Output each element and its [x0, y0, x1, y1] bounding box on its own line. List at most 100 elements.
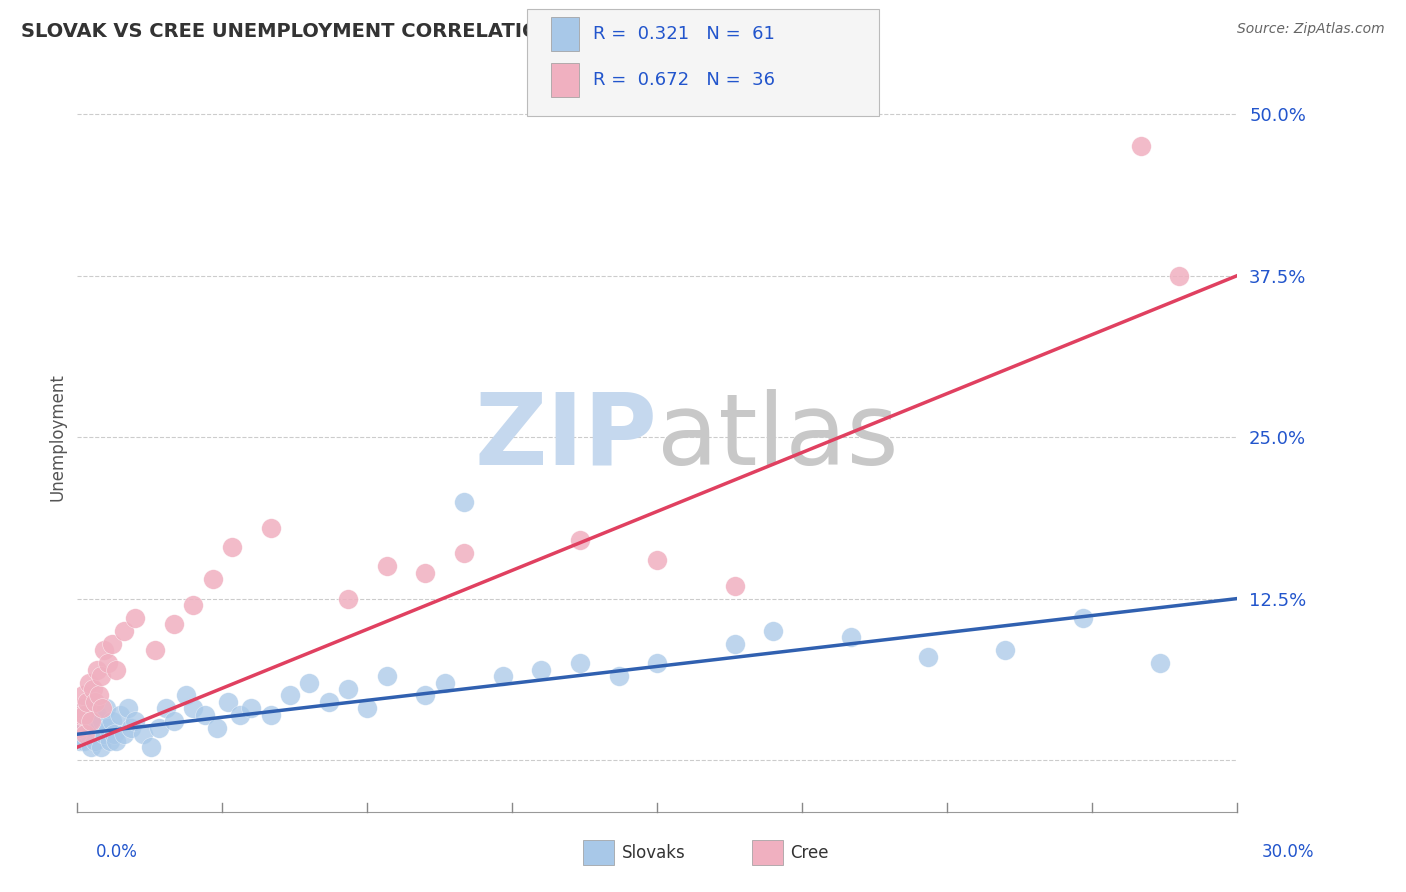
Point [80, 740, 103, 755]
Point [201, 572, 224, 586]
Point [143, 643, 166, 657]
Point [75, 727, 96, 741]
Point [453, 546, 475, 560]
Point [994, 643, 1017, 657]
Point [375, 669, 398, 683]
Point [67, 727, 90, 741]
Point [240, 701, 263, 715]
Text: Source: ZipAtlas.com: Source: ZipAtlas.com [1237, 22, 1385, 37]
Point [163, 617, 186, 632]
Point [87, 721, 110, 735]
Point [1168, 268, 1191, 283]
Point [453, 494, 475, 508]
Point [86, 707, 108, 722]
Point [174, 689, 197, 703]
Point [67, 721, 90, 735]
Point [607, 669, 630, 683]
Point [108, 707, 131, 722]
Point [69, 701, 91, 715]
Point [82, 681, 104, 696]
Point [117, 701, 139, 715]
Point [155, 701, 177, 715]
Point [723, 579, 745, 593]
Point [723, 637, 745, 651]
Point [77, 675, 100, 690]
Point [75, 701, 96, 715]
Point [124, 714, 146, 729]
Point [80, 714, 103, 729]
Point [1071, 611, 1094, 625]
Point [278, 689, 301, 703]
Point [82, 721, 104, 735]
Text: 30.0%: 30.0% [1263, 843, 1315, 861]
Text: Slovaks: Slovaks [621, 844, 685, 862]
Point [73, 707, 96, 722]
Point [132, 727, 155, 741]
Point [96, 701, 118, 715]
Text: R =  0.321   N =  61: R = 0.321 N = 61 [593, 25, 775, 43]
Point [163, 714, 186, 729]
Point [183, 701, 205, 715]
Text: 0.0%: 0.0% [96, 843, 138, 861]
Point [492, 669, 515, 683]
Point [112, 624, 135, 638]
Point [194, 707, 217, 722]
Point [647, 553, 669, 567]
Point [433, 675, 456, 690]
Point [70, 707, 93, 722]
Point [375, 559, 398, 574]
Point [217, 695, 239, 709]
Point [568, 533, 592, 548]
Text: ZIP: ZIP [474, 389, 658, 485]
Point [205, 721, 228, 735]
Text: SLOVAK VS CREE UNEMPLOYMENT CORRELATION CHART: SLOVAK VS CREE UNEMPLOYMENT CORRELATION … [21, 22, 636, 41]
Point [336, 591, 359, 606]
Point [86, 663, 108, 677]
Point [97, 656, 120, 670]
Point [76, 695, 98, 709]
Point [298, 675, 321, 690]
Text: Cree: Cree [790, 844, 828, 862]
Point [93, 727, 115, 741]
Point [105, 733, 127, 747]
Point [72, 689, 94, 703]
Point [568, 656, 592, 670]
Point [336, 681, 359, 696]
Point [221, 540, 243, 554]
Point [73, 733, 96, 747]
Point [259, 520, 281, 534]
Text: R =  0.672   N =  36: R = 0.672 N = 36 [593, 70, 775, 89]
Point [530, 663, 553, 677]
Point [72, 721, 94, 735]
Point [91, 714, 114, 729]
Point [183, 598, 205, 612]
Point [356, 701, 378, 715]
Point [98, 733, 121, 747]
Point [97, 721, 120, 735]
Point [259, 707, 281, 722]
Y-axis label: Unemployment: Unemployment [48, 373, 66, 501]
Point [76, 714, 98, 729]
Point [839, 630, 862, 644]
Point [90, 669, 111, 683]
Point [93, 643, 115, 657]
Point [120, 721, 143, 735]
Point [87, 689, 110, 703]
Point [647, 656, 669, 670]
Point [228, 707, 252, 722]
Point [917, 649, 939, 664]
Point [83, 733, 105, 747]
Point [103, 727, 125, 741]
Point [148, 721, 170, 735]
Point [105, 663, 127, 677]
Point [77, 727, 100, 741]
Point [70, 714, 93, 729]
Point [101, 637, 124, 651]
Point [112, 727, 135, 741]
Point [124, 611, 146, 625]
Point [413, 566, 436, 580]
Point [101, 714, 124, 729]
Point [139, 740, 162, 755]
Point [762, 624, 785, 638]
Point [83, 695, 105, 709]
